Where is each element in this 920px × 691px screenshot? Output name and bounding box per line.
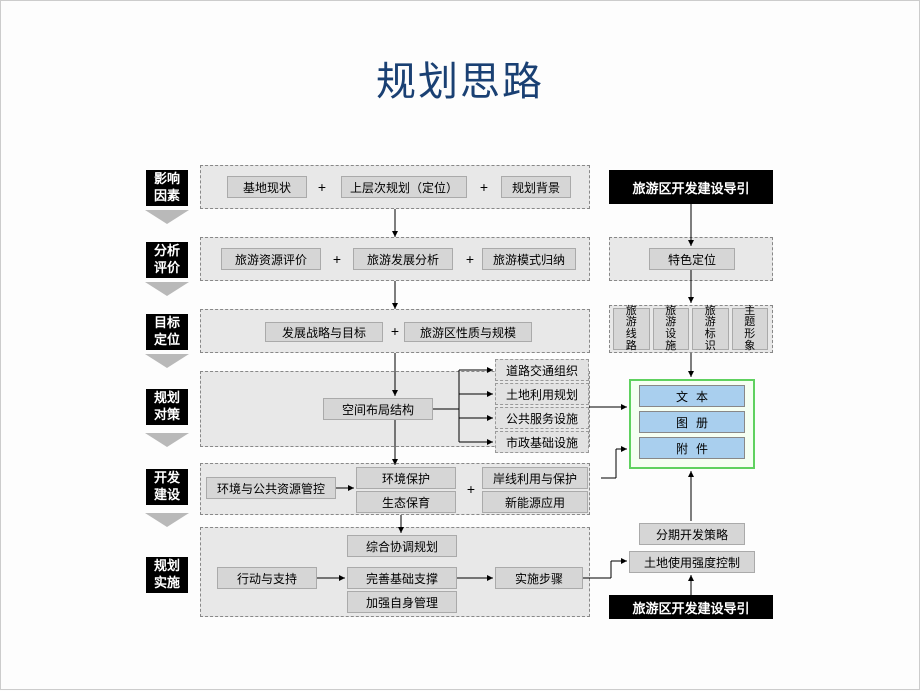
chevron-down-icon bbox=[145, 513, 189, 527]
row1-cell-2: 规划背景 bbox=[501, 176, 571, 198]
row1-cell-1: 上层次规划（定位） bbox=[341, 176, 467, 198]
row5-right-0: 岸线利用与保护 bbox=[482, 467, 588, 489]
row4-right-0: 道路交通组织 bbox=[495, 359, 589, 381]
row3-cell-0: 发展战略与目标 bbox=[265, 322, 383, 342]
plus-icon: + bbox=[387, 321, 403, 341]
row6-mid-0: 综合协调规划 bbox=[347, 535, 457, 557]
chevron-down-icon bbox=[145, 433, 189, 447]
chevron-down-icon bbox=[145, 282, 189, 296]
row4-right-1: 土地利用规划 bbox=[495, 383, 589, 405]
plus-icon: + bbox=[476, 177, 492, 197]
row-label-5: 规划 实施 bbox=[146, 557, 188, 593]
right-mid-0: 分期开发策略 bbox=[639, 523, 745, 545]
row-label-4: 开发 建设 bbox=[146, 469, 188, 505]
right-mid-1: 土地使用强度控制 bbox=[629, 551, 755, 573]
row6-mid-2: 加强自身管理 bbox=[347, 591, 457, 613]
row4-right-2: 公共服务设施 bbox=[495, 407, 589, 429]
plus-icon: + bbox=[462, 249, 478, 269]
row2-cell-1: 旅游发展分析 bbox=[353, 248, 453, 270]
plus-icon: + bbox=[329, 249, 345, 269]
row-label-0: 影响 因素 bbox=[146, 170, 188, 206]
row-label-2: 目标 定位 bbox=[146, 314, 188, 350]
output-0: 文本 bbox=[639, 385, 745, 407]
guide-bottom-label: 旅游区开发建设导引 bbox=[609, 595, 773, 619]
env-resource-cell: 环境与公共资源管控 bbox=[206, 477, 336, 499]
feature-positioning-cell: 特色定位 bbox=[649, 248, 735, 270]
row2-cell-0: 旅游资源评价 bbox=[221, 248, 321, 270]
row4-right-3: 市政基础设施 bbox=[495, 431, 589, 453]
row2-cell-2: 旅游模式归纳 bbox=[482, 248, 576, 270]
implementation-steps-cell: 实施步骤 bbox=[495, 567, 583, 589]
guide-top-label: 旅游区开发建设导引 bbox=[609, 170, 773, 204]
vertical-col-0: 旅游线路 bbox=[613, 308, 650, 350]
row5-mid-0: 环境保护 bbox=[356, 467, 456, 489]
row5-mid-1: 生态保育 bbox=[356, 491, 456, 513]
row-label-3: 规划 对策 bbox=[146, 389, 188, 425]
chevron-down-icon bbox=[145, 210, 189, 224]
chevron-down-icon bbox=[145, 354, 189, 368]
row3-cell-1: 旅游区性质与规模 bbox=[404, 322, 532, 342]
vertical-col-3: 主题形象 bbox=[732, 308, 769, 350]
action-support-cell: 行动与支持 bbox=[217, 567, 317, 589]
output-1: 图册 bbox=[639, 411, 745, 433]
row5-right-1: 新能源应用 bbox=[482, 491, 588, 513]
row1-cell-0: 基地现状 bbox=[227, 176, 307, 198]
plus-icon: + bbox=[314, 177, 330, 197]
page-title: 规划思路 bbox=[1, 49, 919, 107]
row6-mid-1: 完善基础支撑 bbox=[347, 567, 457, 589]
plus-icon: + bbox=[463, 479, 479, 499]
vertical-col-2: 旅游标识 bbox=[692, 308, 729, 350]
output-2: 附件 bbox=[639, 437, 745, 459]
row-label-1: 分析 评价 bbox=[146, 242, 188, 278]
vertical-col-1: 旅游设施 bbox=[653, 308, 690, 350]
spatial-layout-cell: 空间布局结构 bbox=[323, 398, 433, 420]
